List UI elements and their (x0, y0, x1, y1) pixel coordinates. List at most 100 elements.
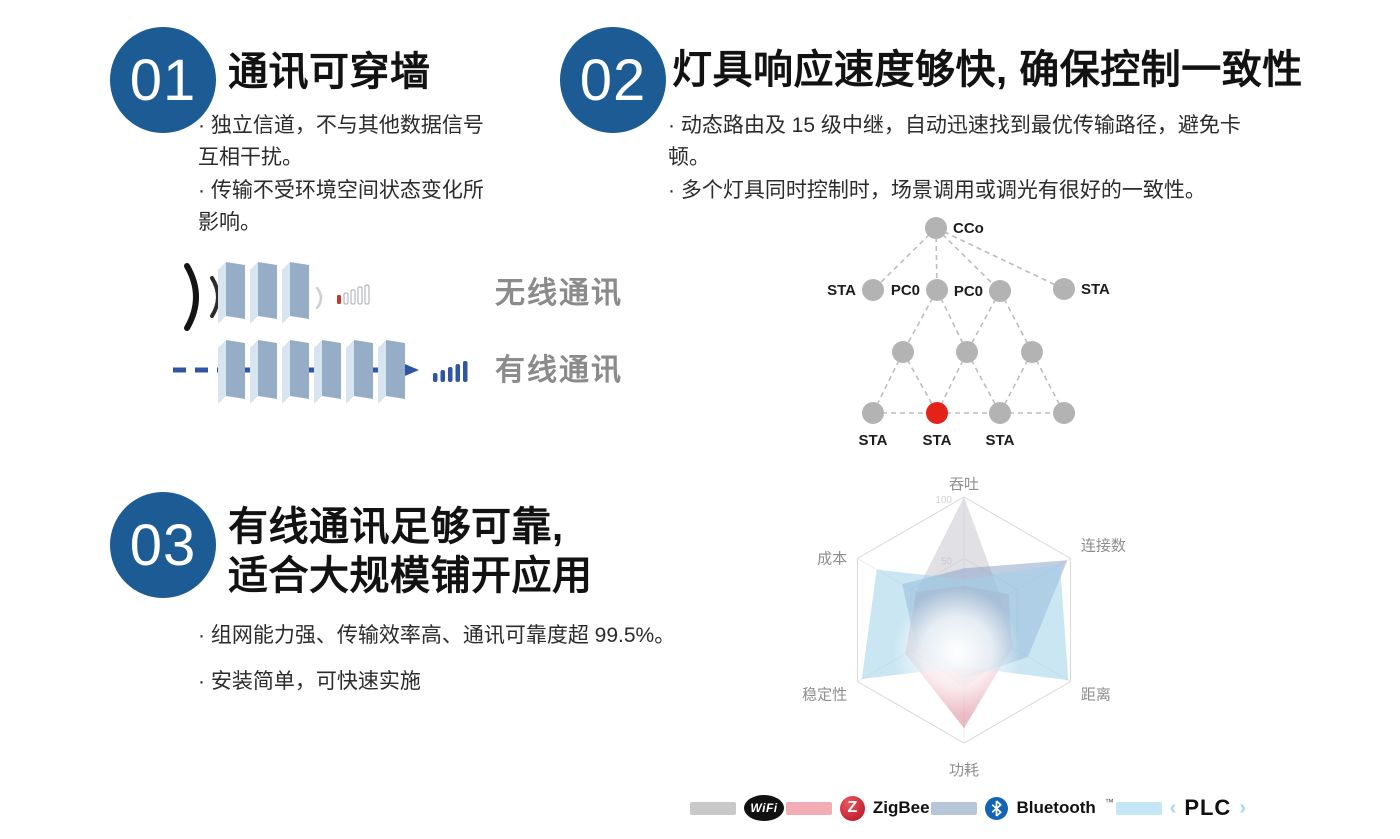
bullet-item: · 传输不受环境空间状态变化所影响。 (198, 179, 484, 234)
strong-signal-bar (440, 370, 445, 382)
network-node (1021, 341, 1043, 363)
legend-label: ZigBee (872, 798, 930, 817)
trademark-symbol: ™ (1104, 796, 1114, 807)
radar-axis-label: 距离 (1081, 687, 1111, 704)
legend-label: PLC (1184, 795, 1232, 820)
network-node (862, 279, 884, 301)
legend-item-plc: ‹ PLC › (1115, 795, 1246, 821)
topology-edge (936, 289, 968, 353)
bullet-item: · 多个灯具同时控制时，场景调用或调光有很好的一致性。 (668, 179, 1206, 202)
section-01-bullets: · 独立信道，不与其他数据信号互相干扰。 · 传输不受环境空间状态变化所影响。 (198, 110, 498, 240)
signal-arc-icon (315, 286, 323, 310)
node-label: STA (986, 432, 1015, 449)
section-01-title: 通讯可穿墙 (228, 50, 431, 94)
weak-signal-bar (350, 289, 356, 305)
protocol-comparison-radar-chart: 10050吞吐连接数距离功耗稳定性成本 (802, 476, 1126, 779)
topology-edge (999, 351, 1033, 414)
legend-label: Bluetooth (1016, 798, 1096, 817)
section-03-badge: 03 (110, 492, 216, 598)
network-node (1053, 278, 1075, 300)
network-node (925, 217, 947, 239)
topology-edge (966, 290, 1001, 353)
radar-ring-label: 100 (935, 495, 952, 506)
network-node (862, 402, 884, 424)
plc-right-decoration-icon: › (1239, 796, 1246, 819)
strong-signal-bar (455, 364, 460, 382)
wall-penetration-diagram: 无线通讯 有线通讯 (173, 262, 623, 404)
wall-icon (378, 340, 405, 404)
strong-signal-bar (448, 367, 453, 382)
legend-item-wifi: WiFi (690, 795, 784, 821)
network-node (956, 341, 978, 363)
title-line: 适合大规模铺开应用 (228, 553, 593, 598)
plc-left-decoration-icon: ‹ (1169, 796, 1177, 819)
radar-glow (893, 588, 1021, 716)
radar-axis-label: 稳定性 (802, 687, 847, 704)
zigbee-logo-icon: Z (839, 795, 865, 821)
bullet-item: · 安装简单，可快速实施 (198, 669, 421, 693)
radar-axis-label: 功耗 (949, 762, 979, 779)
legend-swatch (1115, 801, 1162, 815)
network-node (892, 341, 914, 363)
wired-label: 有线通讯 (495, 354, 623, 387)
topology-edge (902, 351, 938, 414)
title-line: 有线通讯足够可靠, (228, 505, 564, 549)
weak-signal-bar (343, 292, 349, 305)
weak-signal-bar (357, 286, 363, 305)
node-label: STA (1081, 281, 1110, 298)
section-03-bullets: · 组网能力强、传输效率高、通讯可靠度超 99.5%。 · 安装简单，可快速实施 (198, 620, 838, 711)
strong-signal-bar (433, 373, 438, 382)
topology-edge (1031, 351, 1065, 414)
node-label: STA (827, 282, 856, 299)
node-label: CCo (953, 220, 984, 237)
node-label: PC0 (891, 282, 920, 299)
radar-axis-label: 吞吐 (949, 476, 979, 493)
section-02-title: 灯具响应速度够快, 确保控制一致性 (672, 48, 1303, 92)
network-node (1053, 402, 1075, 424)
bluetooth-logo-icon (985, 796, 1009, 820)
weak-signal-bar (364, 284, 370, 305)
network-node (989, 402, 1011, 424)
wall-icon (346, 340, 373, 404)
network-node-highlighted (926, 402, 948, 424)
topology-edge (872, 227, 937, 291)
topology-edge (935, 227, 1001, 292)
network-node (926, 279, 948, 301)
wifi-logo-icon: WiFi (744, 795, 784, 821)
bullet-item: · 组网能力强、传输效率高、通讯可靠度超 99.5%。 (198, 624, 676, 647)
legend-swatch (690, 801, 736, 815)
legend-swatch (931, 801, 978, 815)
legend-item-bluetooth: Bluetooth ™ (931, 796, 1114, 820)
section-01-badge: 01 (110, 27, 216, 133)
wall-icon (218, 262, 245, 324)
wall-icon (250, 262, 277, 324)
wall-icon (282, 262, 309, 324)
node-label: PC0 (954, 283, 983, 300)
signal-arc-icon (210, 276, 220, 318)
wall-icon (282, 340, 309, 404)
wall-icon (314, 340, 341, 404)
section-02-badge: 02 (560, 27, 666, 133)
legend-swatch (785, 801, 832, 815)
radar-axis-label: 连接数 (1081, 538, 1126, 555)
topology-edge (935, 227, 1065, 290)
section-03-title: 有线通讯足够可靠, 适合大规模铺开应用 (228, 503, 593, 601)
topology-edge (966, 351, 1001, 414)
topology-edge (999, 290, 1033, 353)
wall-icon (250, 340, 277, 404)
chart-legend: WiFi Z ZigBee Bluetooth ™ ‹ PLC › (690, 795, 1246, 821)
legend-item-zigbee: Z ZigBee (785, 795, 930, 821)
section-02-bullets: · 动态路由及 15 级中继，自动迅速找到最优传输路径，避免卡顿。 · 多个灯具同… (668, 110, 1278, 209)
topology-edge (872, 351, 904, 414)
network-topology-diagram: CCo STA PC0 PC0 STA STA STA STA (827, 217, 1110, 449)
topology-edge (936, 351, 968, 414)
topology-edge (902, 289, 938, 353)
node-label: STA (923, 432, 952, 449)
bullet-item: · 动态路由及 15 级中继，自动迅速找到最优传输路径，避免卡顿。 (668, 114, 1241, 169)
bullet-item: · 独立信道，不与其他数据信号互相干扰。 (198, 114, 484, 169)
weak-signal-bar (337, 295, 341, 304)
wall-icon (218, 340, 245, 404)
wireless-label: 无线通讯 (495, 277, 623, 310)
network-node (989, 280, 1011, 302)
